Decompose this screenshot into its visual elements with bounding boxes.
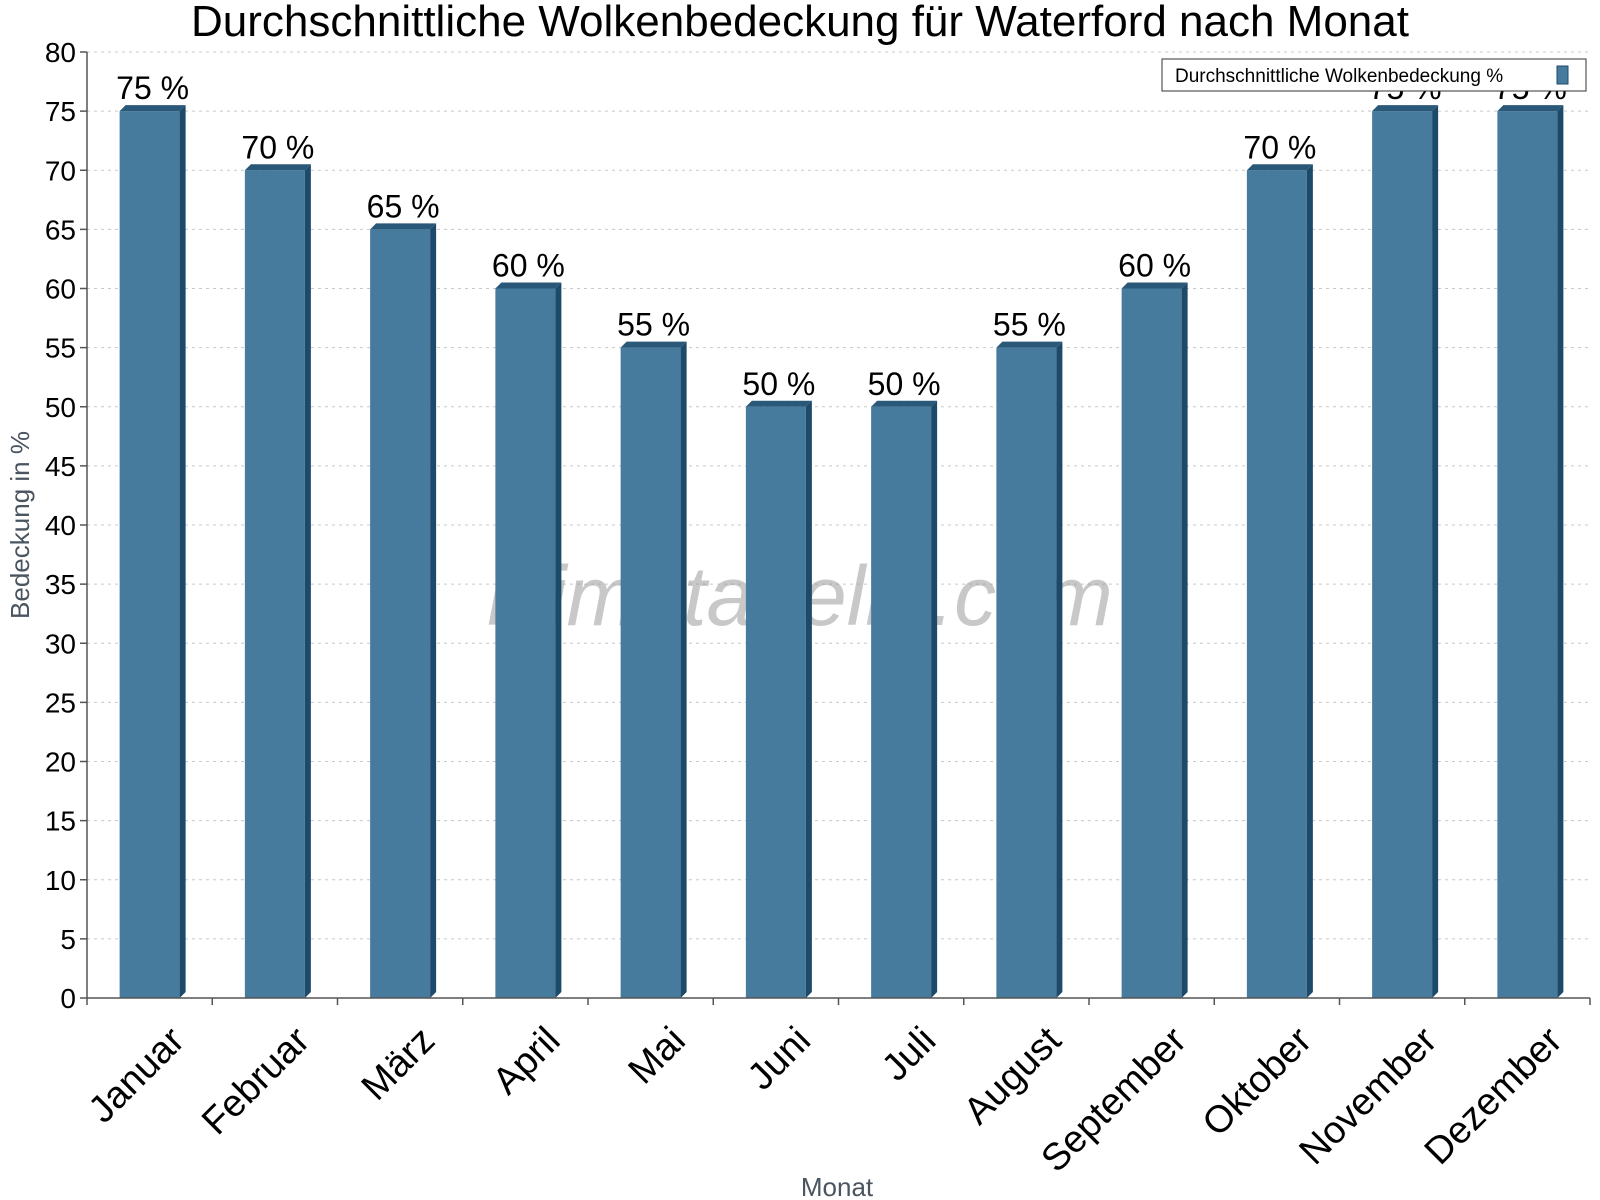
bar-side	[304, 164, 311, 998]
legend-label: Durchschnittliche Wolkenbedeckung %	[1175, 66, 1503, 87]
bars: 75 % 70 % 65 % 60 % 55 % 50 % 50 % 55 % 60 % 70 %…	[116, 70, 1567, 998]
bar	[871, 406, 932, 998]
bar-top	[1121, 282, 1188, 289]
bar-side	[555, 282, 562, 998]
y-tick-label: 10	[45, 865, 76, 896]
x-tick-label: Mai	[621, 1019, 694, 1092]
gridlines	[87, 51, 1590, 940]
bar	[495, 288, 556, 998]
chart-title: Durchschnittliche Wolkenbedeckung für Wa…	[191, 0, 1409, 46]
y-tick-label: 75	[45, 96, 76, 127]
y-tick-label: 55	[45, 333, 76, 364]
bar	[620, 347, 681, 998]
bar	[1497, 111, 1558, 998]
bar-top	[495, 282, 562, 289]
bar-side	[1306, 164, 1313, 998]
y-tick-label: 0	[60, 983, 76, 1014]
bar-side	[1056, 341, 1063, 998]
bar-side	[805, 400, 812, 998]
bar-side	[931, 400, 938, 998]
bar-top	[871, 400, 938, 407]
bar	[119, 111, 180, 998]
bar	[745, 406, 806, 998]
bar-side	[430, 223, 437, 998]
x-tick-label: August	[956, 1019, 1070, 1133]
x-tick-label: Januar	[81, 1019, 193, 1131]
bar-top	[1246, 164, 1313, 171]
bar-side	[1181, 282, 1188, 998]
bar-top	[370, 223, 437, 230]
x-tick-label: April	[485, 1019, 568, 1102]
y-tick-label: 50	[45, 392, 76, 423]
y-tick-label: 40	[45, 510, 76, 541]
bar	[370, 229, 431, 998]
x-tick-label: März	[354, 1019, 443, 1108]
y-tick-label: 15	[45, 806, 76, 837]
y-axis-title: Bedeckung in %	[5, 431, 35, 619]
data-label: 75 %	[116, 70, 189, 106]
bar	[996, 347, 1057, 998]
bar-top	[996, 341, 1063, 348]
x-tick-label: Februar	[194, 1019, 318, 1143]
data-label: 65 %	[367, 188, 440, 224]
data-label: 55 %	[993, 307, 1066, 343]
bar	[244, 170, 305, 998]
bar-side	[680, 341, 687, 998]
legend-box	[1161, 58, 1587, 92]
x-tick-label: Oktober	[1195, 1019, 1321, 1145]
x-tick-label: Dezember	[1417, 1019, 1571, 1173]
y-tick-label: 35	[45, 569, 76, 600]
bar-top	[620, 341, 687, 348]
bar-top	[745, 400, 812, 407]
bar-top	[1372, 105, 1439, 112]
data-label: 60 %	[492, 248, 565, 284]
bar	[1246, 170, 1307, 998]
y-tick-label: 5	[60, 924, 76, 955]
x-tick-label: Juni	[740, 1019, 819, 1098]
bar-side	[179, 105, 186, 998]
y-tick-label: 45	[45, 451, 76, 482]
bar-top	[119, 105, 186, 112]
y-tick-label: 70	[45, 155, 76, 186]
bar-top	[244, 164, 311, 171]
bar	[1121, 288, 1182, 998]
y-tick-label: 80	[45, 37, 76, 68]
y-tick-label: 60	[45, 274, 76, 305]
bar-side	[1432, 105, 1439, 998]
bar-side	[1557, 105, 1564, 998]
data-label: 60 %	[1118, 248, 1191, 284]
data-label: 50 %	[742, 366, 815, 402]
legend: Durchschnittliche Wolkenbedeckung %	[1161, 58, 1587, 92]
bar	[1372, 111, 1433, 998]
y-tick-label: 20	[45, 747, 76, 778]
bar-top	[1497, 105, 1564, 112]
legend-swatch	[1556, 65, 1569, 85]
data-label: 55 %	[617, 307, 690, 343]
x-tick-label: Juli	[874, 1019, 944, 1089]
data-label: 50 %	[868, 366, 941, 402]
y-tick-label: 25	[45, 687, 76, 718]
data-label: 70 %	[1243, 129, 1316, 165]
x-axis-title: Monat	[801, 1172, 874, 1200]
data-label: 70 %	[241, 129, 314, 165]
y-tick-label: 65	[45, 214, 76, 245]
y-tick-label: 30	[45, 628, 76, 659]
